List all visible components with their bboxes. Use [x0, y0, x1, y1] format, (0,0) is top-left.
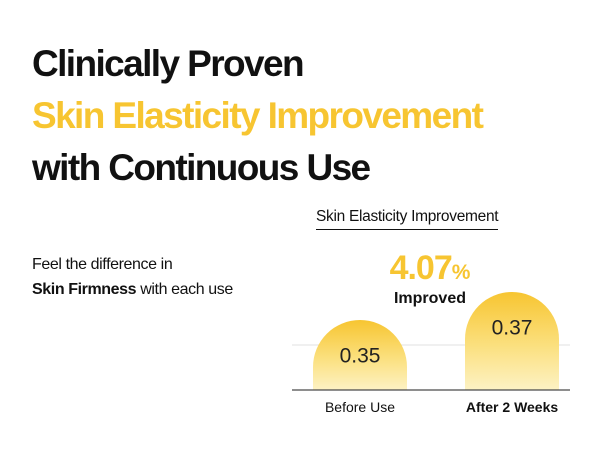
improvement-stat: 4.07% Improved	[330, 248, 530, 308]
stat-label: Improved	[393, 290, 466, 307]
bar-value-label: 0.35	[340, 345, 381, 368]
bar-before-use	[313, 320, 407, 390]
subcopy-line-1: Feel the difference in	[32, 256, 173, 273]
category-label: Before Use	[325, 399, 395, 415]
bar-value-label: 0.37	[492, 317, 533, 340]
subcopy-line-2: Skin Firmness with each use	[32, 277, 233, 302]
headline-line-3: with Continuous Use	[32, 147, 371, 188]
headline-line-2: Skin Elasticity Improvement	[32, 95, 484, 136]
bar-after-2-weeks	[465, 292, 559, 390]
stat-value-line: 4.07%	[330, 248, 530, 293]
stat-unit: %	[451, 261, 471, 284]
chart-title: Skin Elasticity Improvement	[316, 208, 499, 230]
subcopy-emphasis: Skin Firmness	[32, 281, 137, 298]
headline-line-1: Clinically Proven	[32, 43, 305, 84]
subcopy-line-2-rest: with each use	[136, 281, 233, 298]
category-label: After 2 Weeks	[466, 399, 559, 415]
stat-value: 4.07	[389, 249, 453, 287]
headline: Clinically Proven Skin Elasticity Improv…	[32, 38, 484, 194]
subcopy: Feel the difference in Skin Firmness wit…	[32, 252, 233, 302]
